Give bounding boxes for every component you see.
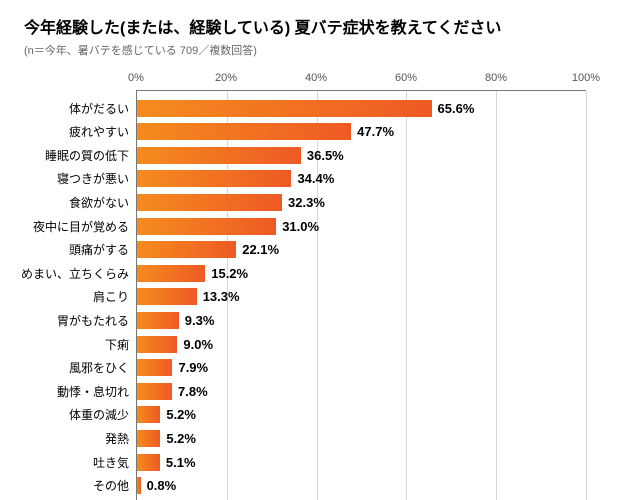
bar-label: 風邪をひく	[69, 359, 137, 376]
bar-fill	[137, 336, 177, 353]
x-tick-label: 60%	[395, 72, 417, 84]
bar-label: 頭痛がする	[69, 241, 137, 258]
chart-subtitle: (n＝今年、暑バテを感じている 709／複数回答)	[24, 42, 600, 58]
bar-fill	[137, 312, 179, 329]
bar-label: 胃がもたれる	[57, 312, 137, 329]
bar-label: 夜中に目が覚める	[33, 218, 137, 235]
bar-label: 体重の減少	[69, 406, 137, 423]
bar-value: 32.3%	[288, 195, 325, 210]
bar-row: 肩こり13.3%	[137, 285, 586, 309]
bar-value: 13.3%	[203, 289, 240, 304]
bar-fill	[137, 454, 160, 471]
bar-value: 5.2%	[166, 407, 196, 422]
bar-value: 65.6%	[438, 101, 475, 116]
bar-label: 発熱	[105, 430, 137, 447]
x-axis-labels: 0%20%40%60%80%100%	[136, 72, 586, 90]
bar-fill	[137, 123, 351, 140]
bar-fill	[137, 477, 141, 494]
bar-label: 下痢	[105, 336, 137, 353]
bar-value: 47.7%	[357, 124, 394, 139]
bar-row: 胃がもたれる9.3%	[137, 309, 586, 333]
gridline	[586, 91, 587, 500]
bar-label: 寝つきが悪い	[57, 170, 137, 187]
bar-fill	[137, 288, 197, 305]
bar-fill	[137, 194, 282, 211]
bar-label: 動悸・息切れ	[57, 383, 137, 400]
bar-value: 34.4%	[297, 171, 334, 186]
bar-fill	[137, 170, 291, 187]
bar-row: めまい、立ちくらみ15.2%	[137, 262, 586, 286]
bar-label: 体がだるい	[69, 100, 137, 117]
bar-label: 睡眠の質の低下	[45, 147, 137, 164]
x-tick-label: 80%	[485, 72, 507, 84]
chart-area: 0%20%40%60%80%100% 体がだるい65.6%疲れやすい47.7%睡…	[136, 72, 586, 500]
bar-row: 睡眠の質の低下36.5%	[137, 144, 586, 168]
x-tick-label: 20%	[215, 72, 237, 84]
bar-fill	[137, 406, 160, 423]
bar-value: 15.2%	[211, 266, 248, 281]
plot-area: 体がだるい65.6%疲れやすい47.7%睡眠の質の低下36.5%寝つきが悪い34…	[136, 90, 586, 500]
bar-row: 頭痛がする22.1%	[137, 238, 586, 262]
bar-row: 体がだるい65.6%	[137, 96, 586, 120]
bar-fill	[137, 383, 172, 400]
bar-fill	[137, 265, 205, 282]
bar-value: 9.3%	[185, 313, 215, 328]
bar-value: 7.8%	[178, 384, 208, 399]
bar-row: 夜中に目が覚める31.0%	[137, 214, 586, 238]
bars-container: 体がだるい65.6%疲れやすい47.7%睡眠の質の低下36.5%寝つきが悪い34…	[137, 91, 586, 497]
bar-label: その他	[93, 477, 137, 494]
bar-value: 36.5%	[307, 148, 344, 163]
bar-value: 9.0%	[183, 337, 213, 352]
bar-row: 発熱5.2%	[137, 427, 586, 451]
bar-fill	[137, 241, 236, 258]
bar-fill	[137, 147, 301, 164]
bar-fill	[137, 430, 160, 447]
bar-value: 7.9%	[178, 360, 208, 375]
bar-row: 疲れやすい47.7%	[137, 120, 586, 144]
bar-value: 0.8%	[147, 478, 177, 493]
bar-fill	[137, 218, 276, 235]
bar-fill	[137, 100, 432, 117]
bar-label: 食欲がない	[69, 194, 137, 211]
bar-row: 体重の減少5.2%	[137, 403, 586, 427]
bar-value: 22.1%	[242, 242, 279, 257]
bar-label: めまい、立ちくらみ	[21, 265, 137, 282]
x-tick-label: 0%	[128, 72, 144, 84]
bar-row: 下痢9.0%	[137, 332, 586, 356]
bar-fill	[137, 359, 172, 376]
bar-label: 肩こり	[93, 288, 137, 305]
bar-label: 吐き気	[93, 454, 137, 471]
bar-value: 5.1%	[166, 455, 196, 470]
chart-title: 今年経験した(または、経験している) 夏バテ症状を教えてください	[24, 18, 600, 40]
bar-value: 5.2%	[166, 431, 196, 446]
bar-row: その他0.8%	[137, 474, 586, 498]
bar-row: 風邪をひく7.9%	[137, 356, 586, 380]
bar-row: 吐き気5.1%	[137, 450, 586, 474]
bar-value: 31.0%	[282, 219, 319, 234]
x-tick-label: 40%	[305, 72, 327, 84]
x-tick-label: 100%	[572, 72, 600, 84]
bar-label: 疲れやすい	[69, 123, 137, 140]
bar-row: 寝つきが悪い34.4%	[137, 167, 586, 191]
bar-row: 動悸・息切れ7.8%	[137, 380, 586, 404]
bar-row: 食欲がない32.3%	[137, 191, 586, 215]
